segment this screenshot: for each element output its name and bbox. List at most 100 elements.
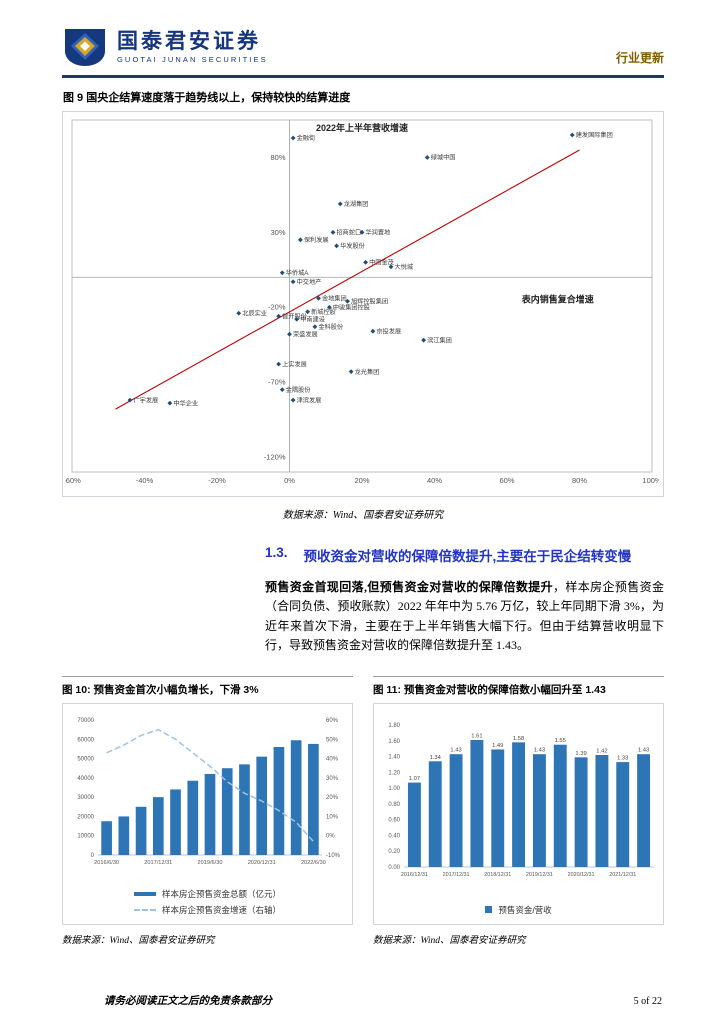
svg-text:2020/12/31: 2020/12/31 bbox=[248, 860, 276, 866]
svg-text:-70%: -70% bbox=[268, 378, 286, 387]
svg-text:0.00: 0.00 bbox=[388, 865, 400, 871]
svg-text:金隅股份: 金隅股份 bbox=[286, 386, 312, 394]
svg-text:50%: 50% bbox=[326, 737, 339, 743]
svg-text:1.33: 1.33 bbox=[617, 755, 628, 761]
svg-text:1.40: 1.40 bbox=[388, 754, 400, 760]
figure10-column: 图 10: 预售资金首次小幅负增长，下滑 3% 0 10000 20000 30000… bbox=[62, 675, 353, 946]
svg-text:-20%: -20% bbox=[268, 303, 286, 312]
svg-text:30000: 30000 bbox=[77, 795, 94, 801]
svg-text:中华企业: 中华企业 bbox=[173, 399, 198, 407]
disclaimer-text: 请务必阅读正文之后的免责条款部分 bbox=[104, 996, 272, 1007]
svg-text:大悦城: 大悦城 bbox=[395, 263, 414, 271]
svg-text:龙湖集团: 龙湖集团 bbox=[344, 200, 369, 208]
svg-text:-20%: -20% bbox=[208, 476, 226, 485]
figure10-frame: 0 10000 20000 30000 40000 50000 60000 70000 -10%… bbox=[62, 702, 353, 925]
figure9-source: 数据来源：Wind、国泰君安证券研究 bbox=[282, 510, 444, 521]
svg-text:荣盛发展: 荣盛发展 bbox=[293, 330, 318, 338]
section-1-3: 1.3. 预收资金对营收的保障倍数提升,主要在于民企结转变慢 预售资金首现回落,… bbox=[62, 545, 664, 656]
svg-text:1.49: 1.49 bbox=[492, 743, 503, 749]
legend-ratio-series: 预售资金/营收 bbox=[485, 904, 552, 916]
svg-text:滨江集团: 滨江集团 bbox=[427, 336, 452, 344]
svg-text:新城控股: 新城控股 bbox=[311, 308, 336, 316]
brand-name-en: GUOTAI JUNAN SECURITIES bbox=[117, 54, 268, 64]
svg-text:中南建设: 中南建设 bbox=[300, 315, 325, 323]
svg-text:-40%: -40% bbox=[136, 476, 154, 485]
section-number: 1.3. bbox=[265, 545, 288, 560]
svg-text:1.55: 1.55 bbox=[555, 738, 566, 744]
svg-text:0.40: 0.40 bbox=[388, 833, 400, 839]
svg-text:40%: 40% bbox=[326, 756, 339, 762]
doc-type-label: 行业更新 bbox=[615, 51, 664, 65]
svg-text:1.00: 1.00 bbox=[388, 786, 400, 792]
svg-text:0.20: 0.20 bbox=[388, 849, 400, 855]
figure11-source: 数据来源：Wind、国泰君安证券研究 bbox=[373, 935, 526, 946]
svg-text:80%: 80% bbox=[572, 476, 587, 485]
svg-text:80%: 80% bbox=[270, 153, 285, 162]
svg-text:华润置地: 华润置地 bbox=[366, 229, 391, 237]
svg-text:2020/12/31: 2020/12/31 bbox=[568, 872, 595, 878]
svg-text:津滨发展: 津滨发展 bbox=[297, 396, 322, 404]
section-paragraph: 预售资金首现回落,但预售资金对营收的保障倍数提升，样本房企预售资金（合同负债、预… bbox=[265, 578, 664, 656]
svg-text:2022年上半年营收增速: 2022年上半年营收增速 bbox=[316, 122, 408, 133]
svg-text:0%: 0% bbox=[326, 833, 335, 839]
figure11-caption: 图 11: 预售资金对营收的保障倍数小幅回升至 1.43 bbox=[373, 675, 664, 697]
paragraph-rest: ，样本房企预售资金（合同负债、预收账款）2022 年年中为 5.76 万亿，较上… bbox=[265, 580, 664, 653]
svg-text:70000: 70000 bbox=[77, 718, 94, 724]
page-number: 5 of 22 bbox=[633, 996, 662, 1007]
svg-text:0.80: 0.80 bbox=[388, 802, 400, 808]
svg-text:招商蛇口: 招商蛇口 bbox=[337, 229, 362, 237]
svg-text:1.58: 1.58 bbox=[513, 736, 524, 742]
paragraph-lead: 预售资金首现回落,但预售资金对营收的保障倍数提升 bbox=[265, 580, 553, 594]
svg-text:40000: 40000 bbox=[77, 776, 94, 782]
svg-text:1.39: 1.39 bbox=[575, 751, 586, 757]
svg-text:绿城中国: 绿城中国 bbox=[431, 154, 456, 162]
svg-text:中国金茂: 中国金茂 bbox=[369, 258, 394, 266]
report-page: 国泰君安证券 GUOTAI JUNAN SECURITIES 行业更新 图 9 … bbox=[62, 26, 664, 1007]
svg-text:30%: 30% bbox=[270, 228, 285, 237]
svg-text:0.60: 0.60 bbox=[388, 817, 400, 823]
svg-text:60%: 60% bbox=[326, 718, 339, 724]
svg-text:华侨城A: 华侨城A bbox=[286, 269, 310, 277]
legend-bar-series: 样本房企预售资金总额（亿元） bbox=[133, 888, 281, 900]
legend-bar-label: 样本房企预售资金总额（亿元） bbox=[161, 888, 281, 899]
figure10-source: 数据来源：Wind、国泰君安证券研究 bbox=[62, 935, 215, 946]
svg-text:1.42: 1.42 bbox=[596, 748, 607, 754]
svg-text:1.43: 1.43 bbox=[534, 747, 545, 753]
figures-row: 图 10: 预售资金首次小幅负增长，下滑 3% 0 10000 20000 30000… bbox=[62, 675, 664, 946]
figure9-frame: -60% -40% -20% 0% 20% 40% 60% 80% 100% 80% 30% -20%… bbox=[62, 111, 664, 497]
figure10-legend: 样本房企预售资金总额（亿元） 样本房企预售资金增速（右轴） bbox=[65, 888, 350, 920]
figure11-column: 图 11: 预售资金对营收的保障倍数小幅回升至 1.43 0.00 0.20 0.4… bbox=[373, 675, 664, 946]
svg-text:60%: 60% bbox=[499, 476, 514, 485]
svg-text:金地集团: 金地集团 bbox=[322, 294, 347, 302]
svg-text:2017/12/31: 2017/12/31 bbox=[443, 872, 470, 878]
svg-text:表内销售复合增速: 表内销售复合增速 bbox=[521, 294, 594, 305]
brand: 国泰君安证券 GUOTAI JUNAN SECURITIES bbox=[62, 26, 268, 68]
brand-name-cn: 国泰君安证券 bbox=[117, 29, 261, 53]
figure11-legend: 预售资金/营收 bbox=[376, 904, 661, 920]
svg-text:2019/12/31: 2019/12/31 bbox=[526, 872, 553, 878]
svg-text:旭辉控股集团: 旭辉控股集团 bbox=[351, 297, 388, 305]
svg-text:0%: 0% bbox=[284, 476, 295, 485]
svg-text:上实发展: 上实发展 bbox=[282, 360, 307, 368]
svg-text:-120%: -120% bbox=[264, 453, 286, 462]
svg-text:-60%: -60% bbox=[65, 476, 81, 485]
svg-text:1.20: 1.20 bbox=[388, 770, 400, 776]
svg-text:华发股份: 华发股份 bbox=[340, 242, 366, 250]
svg-text:2016/6/30: 2016/6/30 bbox=[94, 860, 119, 866]
svg-text:1.60: 1.60 bbox=[388, 739, 400, 745]
bar-swatch-icon bbox=[133, 891, 156, 896]
svg-text:30%: 30% bbox=[326, 776, 339, 782]
svg-text:首开股份: 首开股份 bbox=[282, 312, 308, 320]
svg-text:2017/12/31: 2017/12/31 bbox=[144, 860, 172, 866]
svg-text:北辰实业: 北辰实业 bbox=[242, 309, 267, 317]
svg-text:20%: 20% bbox=[326, 795, 339, 801]
page-footer: 请务必阅读正文之后的免责条款部分 5 of 22 bbox=[62, 993, 662, 1008]
svg-text:2018/12/31: 2018/12/31 bbox=[484, 872, 511, 878]
svg-text:1.61: 1.61 bbox=[471, 733, 482, 739]
section-heading: 1.3. 预收资金对营收的保障倍数提升,主要在于民企结转变慢 bbox=[265, 545, 664, 565]
svg-text:金融街: 金融街 bbox=[297, 134, 316, 142]
legend-line-series: 样本房企预售资金增速（右轴） bbox=[133, 904, 281, 916]
brand-text: 国泰君安证券 GUOTAI JUNAN SECURITIES bbox=[117, 31, 268, 64]
svg-text:中骏集团控股: 中骏集团控股 bbox=[333, 303, 370, 311]
svg-text:10%: 10% bbox=[326, 814, 339, 820]
